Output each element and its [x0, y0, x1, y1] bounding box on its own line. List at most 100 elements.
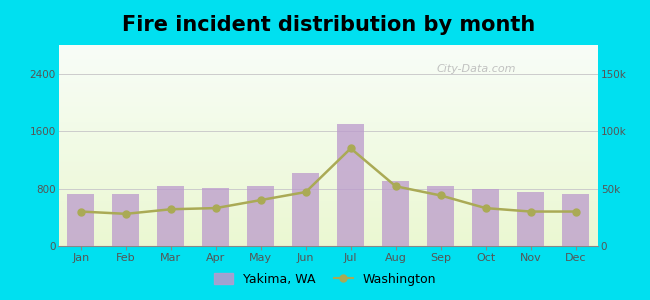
- Bar: [58, 119, 598, 120]
- Bar: [58, 96, 598, 97]
- Bar: [58, 162, 598, 163]
- Bar: [58, 171, 598, 172]
- Bar: [58, 152, 598, 154]
- Bar: [112, 194, 139, 246]
- Bar: [58, 212, 598, 213]
- Bar: [58, 203, 598, 204]
- Bar: [58, 189, 598, 190]
- Bar: [58, 194, 598, 195]
- Bar: [58, 181, 598, 182]
- Bar: [58, 231, 598, 232]
- Bar: [58, 66, 598, 67]
- Bar: [58, 67, 598, 68]
- Bar: [58, 217, 598, 218]
- Bar: [58, 165, 598, 166]
- Bar: [58, 239, 598, 240]
- Bar: [58, 158, 598, 159]
- Bar: [202, 188, 229, 246]
- Bar: [292, 173, 319, 246]
- Bar: [58, 145, 598, 146]
- Bar: [58, 90, 598, 91]
- Bar: [58, 197, 598, 198]
- Bar: [58, 68, 598, 69]
- Title: Fire incident distribution by month: Fire incident distribution by month: [122, 15, 535, 35]
- Bar: [58, 107, 598, 108]
- Bar: [58, 100, 598, 101]
- Bar: [58, 160, 598, 162]
- Bar: [58, 155, 598, 157]
- Bar: [58, 140, 598, 142]
- Bar: [247, 186, 274, 246]
- Bar: [157, 186, 185, 246]
- Bar: [58, 210, 598, 211]
- Bar: [58, 137, 598, 139]
- Bar: [58, 50, 598, 51]
- Bar: [58, 176, 598, 177]
- Bar: [58, 202, 598, 203]
- Bar: [58, 206, 598, 207]
- Bar: [58, 89, 598, 90]
- Bar: [58, 193, 598, 194]
- Bar: [58, 192, 598, 193]
- Bar: [58, 154, 598, 155]
- Bar: [58, 142, 598, 143]
- Bar: [58, 160, 598, 161]
- Bar: [58, 93, 598, 94]
- Bar: [58, 191, 598, 192]
- Bar: [58, 49, 598, 50]
- Bar: [58, 60, 598, 61]
- Bar: [58, 229, 598, 230]
- Bar: [58, 59, 598, 60]
- Bar: [58, 187, 598, 188]
- Bar: [58, 58, 598, 59]
- Bar: [58, 224, 598, 225]
- Bar: [472, 189, 499, 246]
- Bar: [58, 139, 598, 140]
- Bar: [58, 92, 598, 93]
- Bar: [58, 223, 598, 224]
- Bar: [58, 85, 598, 86]
- Bar: [58, 95, 598, 96]
- Bar: [58, 80, 598, 81]
- Bar: [58, 81, 598, 82]
- Bar: [58, 63, 598, 64]
- Text: City-Data.com: City-Data.com: [436, 64, 515, 74]
- Bar: [58, 91, 598, 92]
- Bar: [58, 53, 598, 54]
- Bar: [58, 47, 598, 48]
- Bar: [58, 82, 598, 83]
- Bar: [58, 149, 598, 151]
- Bar: [58, 135, 598, 136]
- Bar: [58, 159, 598, 160]
- Bar: [58, 132, 598, 134]
- Bar: [58, 87, 598, 88]
- Bar: [58, 177, 598, 178]
- Bar: [58, 244, 598, 245]
- Bar: [58, 186, 598, 187]
- Bar: [58, 114, 598, 115]
- Bar: [58, 143, 598, 145]
- Bar: [58, 48, 598, 49]
- Bar: [58, 228, 598, 229]
- Bar: [58, 183, 598, 184]
- Bar: [58, 134, 598, 135]
- Bar: [58, 45, 598, 46]
- Bar: [58, 116, 598, 117]
- Bar: [58, 219, 598, 220]
- Bar: [58, 205, 598, 206]
- Bar: [58, 71, 598, 72]
- Bar: [58, 180, 598, 181]
- Bar: [58, 110, 598, 111]
- Bar: [58, 122, 598, 123]
- Bar: [58, 56, 598, 57]
- Bar: [58, 199, 598, 200]
- Bar: [58, 97, 598, 98]
- Bar: [58, 238, 598, 239]
- Bar: [58, 123, 598, 124]
- Bar: [58, 220, 598, 221]
- Bar: [58, 98, 598, 99]
- Bar: [58, 73, 598, 74]
- Bar: [58, 157, 598, 158]
- Bar: [58, 103, 598, 104]
- Bar: [58, 83, 598, 84]
